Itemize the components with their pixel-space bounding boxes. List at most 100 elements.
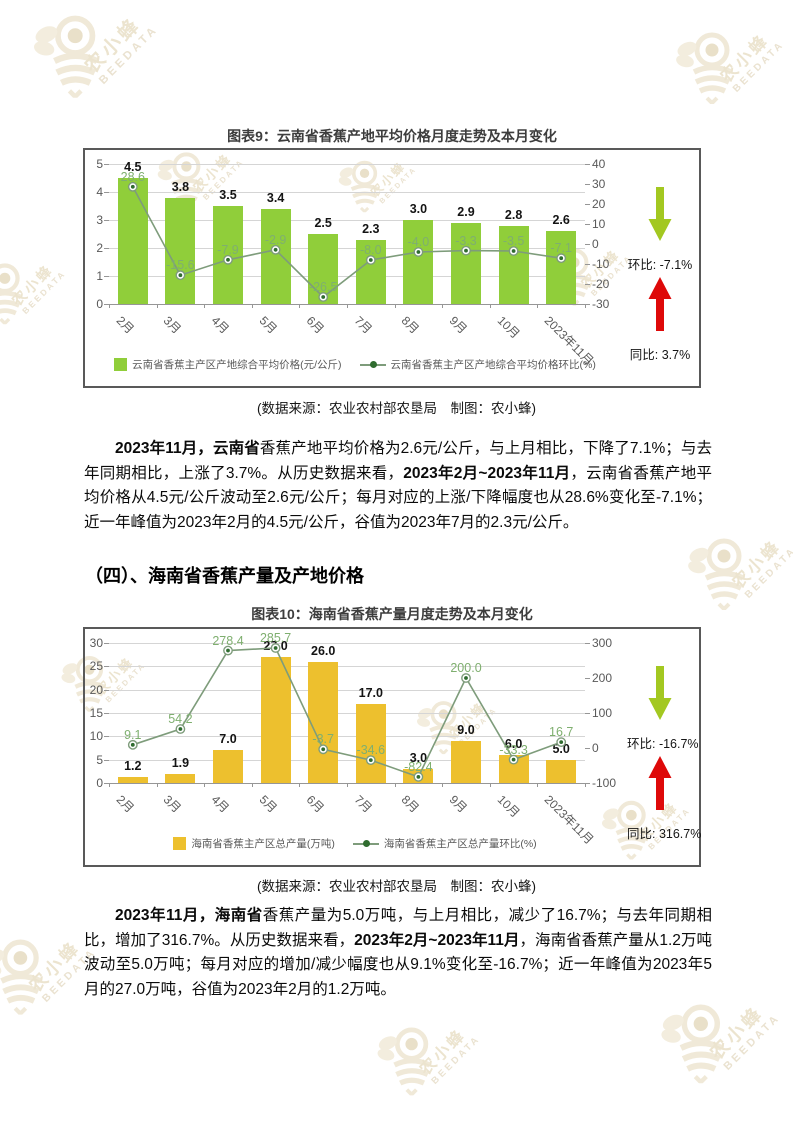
bar <box>451 741 481 783</box>
bar-value-label: 4.5 <box>124 160 142 174</box>
mom-indicator-text: 环比: -7.1% <box>627 258 693 272</box>
line-marker-dot <box>368 758 373 763</box>
up-arrow-icon <box>648 756 672 810</box>
line-marker-dot <box>559 256 564 261</box>
watermark-text: 农小蜂 BEEDATA <box>706 1002 783 1074</box>
bee-icon-wrap <box>0 935 52 1020</box>
line-value-label: -3.7 <box>312 732 334 747</box>
gridline <box>109 164 585 165</box>
yoy-indicator: 同比: 3.7% <box>627 276 693 363</box>
line-value-label: -3.3 <box>455 233 477 248</box>
left-axis-tick-mark <box>104 248 109 249</box>
line-marker-dot <box>273 247 278 252</box>
left-axis-tick-label: 5 <box>96 752 103 767</box>
watermark-text: 农小蜂 BEEDATA <box>80 13 162 88</box>
left-axis-tick-mark <box>104 304 109 305</box>
line-series <box>127 643 567 782</box>
bar-value-label: 3.8 <box>171 179 190 194</box>
left-axis-tick-mark <box>104 736 109 738</box>
line-marker-dot <box>464 676 468 680</box>
watermark-bee-logo: 农小蜂 BEEDATA <box>20 0 193 130</box>
line-marker-dot <box>273 646 278 650</box>
line-path <box>132 647 562 778</box>
gridline <box>109 276 585 277</box>
mom-indicator: 环比: -16.7% <box>627 665 699 752</box>
category-tick-mark <box>204 783 206 787</box>
left-axis-tick-label: 2 <box>96 241 103 255</box>
category-tick-mark <box>537 783 539 787</box>
legend-bar-swatch <box>173 837 187 850</box>
legend-label: 海南省香蕉主产区总产量环比(%) <box>383 838 537 850</box>
category-tick-mark <box>489 304 491 308</box>
x-axis-label: 6月 <box>303 313 327 337</box>
right-axis-tick-label: 30 <box>592 177 606 191</box>
yoy-indicator-text: 同比: 316.7% <box>627 827 702 841</box>
gridline <box>109 666 585 668</box>
left-axis-tick-mark <box>104 643 109 644</box>
bee-icon-wrap <box>372 1023 440 1100</box>
line-value-label: -26.5 <box>308 280 338 294</box>
down-arrow-icon <box>648 187 672 241</box>
chart-legend: 海南省香蕉主产区总产量(万吨) 海南省香蕉主产区总产量环比(%) <box>85 836 625 851</box>
left-axis-tick-label: 15 <box>89 706 103 720</box>
category-tick-mark <box>347 783 348 787</box>
legend-item: 海南省香蕉主产区总产量(万吨) <box>173 836 335 851</box>
mom-indicator: 环比: -7.1% <box>627 186 693 273</box>
x-axis-label: 2月 <box>113 313 137 337</box>
line-series <box>127 181 567 302</box>
right-axis-tick-label: 40 <box>592 157 606 171</box>
legend-line-dot <box>369 361 377 368</box>
left-axis-tick-label: 3 <box>96 213 103 227</box>
category-tick-mark <box>251 783 253 787</box>
line-value-label: -8.0 <box>360 243 382 257</box>
bar <box>403 220 434 304</box>
bee-icon <box>688 538 745 612</box>
x-axis-label: 2月 <box>113 792 137 816</box>
x-axis-label: 6月 <box>303 792 327 816</box>
x-axis-label: 7月 <box>351 792 375 816</box>
line-value-label: -15.6 <box>166 258 195 273</box>
line-value-label: 54.2 <box>168 712 193 727</box>
x-axis-label: 3月 <box>161 792 185 816</box>
bar-value-label: 2.6 <box>552 213 570 228</box>
gridline <box>109 248 585 249</box>
section-heading: （四）、海南省香蕉产量及产地价格 <box>85 566 364 586</box>
line-marker-dot <box>226 648 230 653</box>
bee-icon <box>33 15 99 100</box>
watermark-bee-logo: 农小蜂 BEEDATA <box>0 246 92 348</box>
bar-value-label: 3.4 <box>266 190 285 205</box>
category-tick-mark <box>489 783 491 787</box>
category-tick-mark <box>442 304 444 308</box>
bar <box>355 239 386 304</box>
bar-value-label: 3.0 <box>409 751 428 765</box>
chart10-title: 图表10：海南省香蕉产量月度走势及本月变化 <box>251 606 533 622</box>
text-run: ，云南省香蕉产地平均价格从4.5元/公斤波动至2.6元/公斤；每月对应的上涨/下… <box>84 464 712 531</box>
bar <box>451 222 481 304</box>
category-tick-mark <box>394 783 396 787</box>
line-marker-dot <box>226 257 230 262</box>
gridline <box>109 220 585 221</box>
x-axis-label: 8月 <box>399 792 423 816</box>
bar-value-label: 17.0 <box>358 685 383 700</box>
line-marker-dot <box>416 250 421 254</box>
line-marker-dot <box>511 757 516 762</box>
left-axis-tick-label: 5 <box>96 157 103 171</box>
yoy-indicator-text: 同比: 3.7% <box>629 348 691 362</box>
line-marker-dot <box>130 184 135 189</box>
bold-text-run: 2023年2月~2023年11月 <box>403 464 571 482</box>
right-axis-tick-mark <box>585 244 590 245</box>
line-marker-dot <box>464 248 468 253</box>
legend-item: 云南省香蕉主产区产地综合平均价格(元/公斤) <box>114 357 342 372</box>
category-tick-mark <box>156 304 158 308</box>
bar <box>165 774 196 783</box>
bar <box>213 750 243 783</box>
legend-label: 云南省香蕉主产区产地综合平均价格(元/公斤) <box>132 359 342 371</box>
bar-value-label: 2.3 <box>362 221 380 236</box>
line-marker-dot <box>321 295 326 299</box>
right-axis-tick-label: -10 <box>592 257 610 271</box>
bee-icon <box>0 939 42 1017</box>
line-marker-dot <box>321 747 326 752</box>
bar-value-label: 1.2 <box>124 759 142 774</box>
category-tick-mark <box>251 304 253 308</box>
right-axis-tick-mark <box>585 748 590 749</box>
